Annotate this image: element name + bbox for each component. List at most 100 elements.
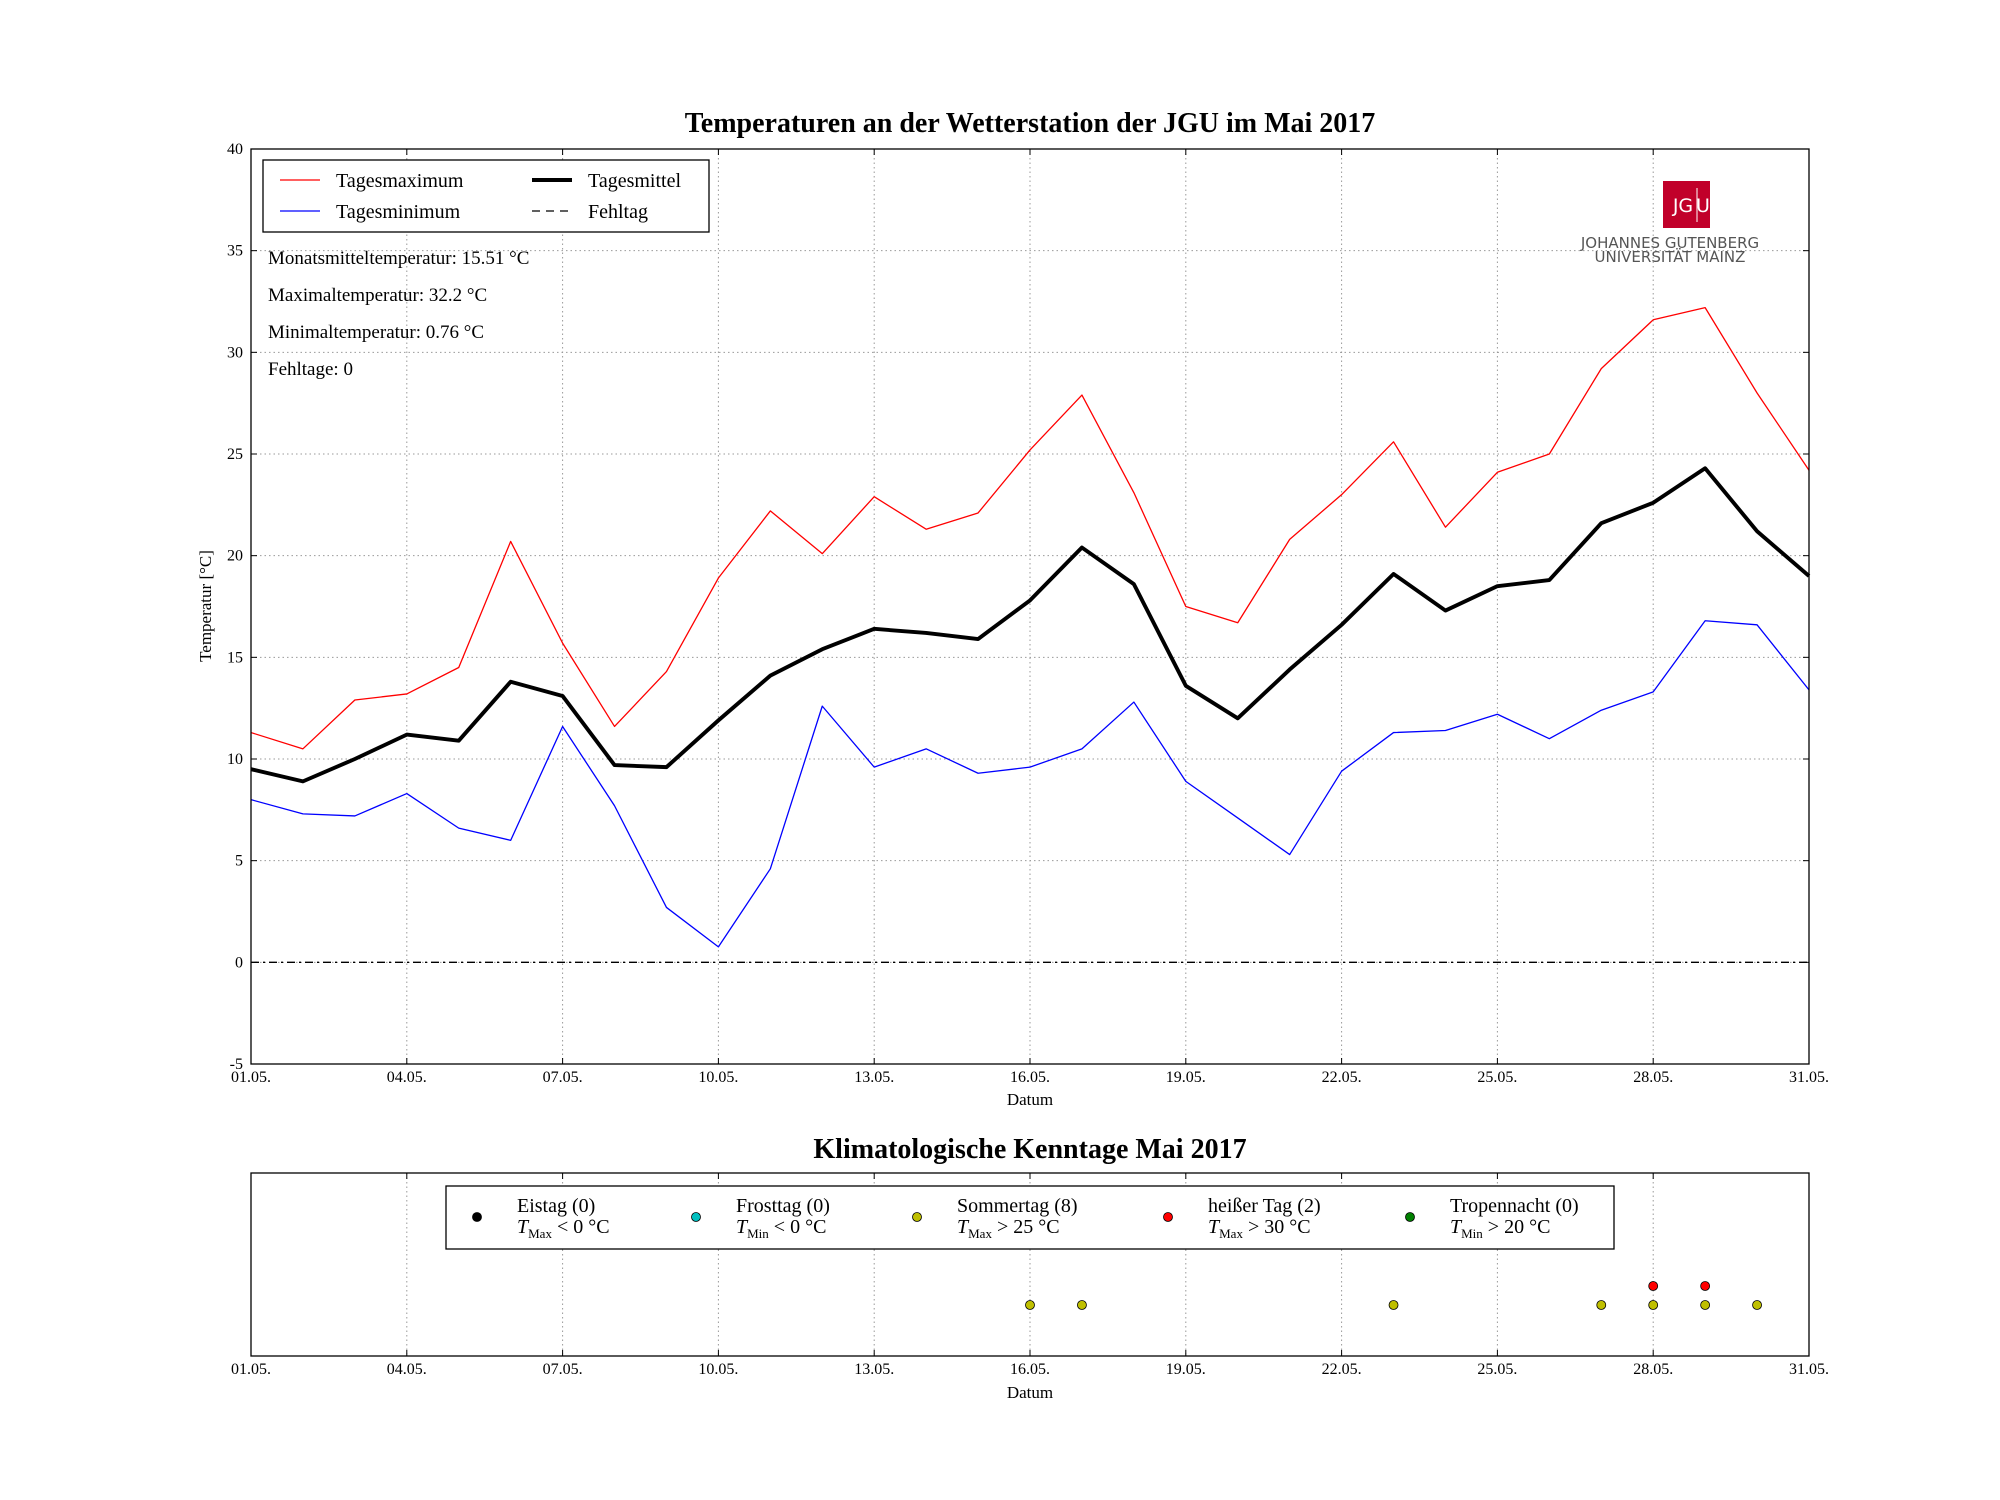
criterion-rest: < 0 °C <box>769 1216 827 1238</box>
legend-label: Tropennacht (0) <box>1450 1195 1579 1217</box>
criterion-symbol: T <box>736 1216 749 1238</box>
x-tick-label: 31.05. <box>1789 1361 1829 1378</box>
x-tick-label: 04.05. <box>387 1069 427 1086</box>
x-tick-label: 22.05. <box>1322 1361 1362 1378</box>
data-point <box>1648 1300 1659 1310</box>
y-tick-label: 25 <box>227 446 243 463</box>
x-tick-label: 22.05. <box>1322 1069 1362 1086</box>
annotation: Maximaltemperatur: 32.2 °C <box>268 285 487 306</box>
legend-criterion: TMax > 30 °C <box>1208 1216 1311 1241</box>
criterion-symbol: T <box>1450 1216 1463 1238</box>
x-tick-label: 04.05. <box>387 1361 427 1378</box>
legend-label: Tagesmittel <box>588 170 681 192</box>
y-tick-label: 40 <box>227 141 243 158</box>
legend-swatch <box>472 1212 482 1222</box>
x-tick-label: 10.05. <box>698 1361 738 1378</box>
data-line <box>250 466 1811 784</box>
criterion-symbol: T <box>517 1216 530 1238</box>
criterion-subscript: Min <box>1461 1226 1483 1241</box>
legend-label: heißer Tag (2) <box>1208 1195 1321 1217</box>
criterion-subscript: Max <box>1219 1226 1243 1241</box>
annotation: Fehltage: 0 <box>268 359 353 380</box>
x-tick-label: 25.05. <box>1477 1361 1517 1378</box>
logo-text: JOHANNES GUTENBERG <box>1580 234 1759 252</box>
criterion-rest: < 0 °C <box>552 1216 610 1238</box>
criterion-symbol: T <box>957 1216 970 1238</box>
data-line <box>250 620 1810 948</box>
data-point <box>1700 1300 1711 1310</box>
criterion-subscript: Max <box>528 1226 552 1241</box>
data-point <box>1077 1300 1087 1310</box>
x-tick-label: 13.05. <box>854 1361 894 1378</box>
y-tick-label: 5 <box>235 853 243 870</box>
plot-frame <box>250 1172 1810 1357</box>
y-tick-label: 10 <box>227 751 243 768</box>
logo-mark: JG <box>1672 195 1693 217</box>
annotation: Minimaltemperatur: 0.76 °C <box>268 322 484 343</box>
criterion-rest: > 30 °C <box>1243 1216 1311 1238</box>
x-tick-label: 16.05. <box>1010 1361 1050 1378</box>
y-tick-label: 30 <box>227 344 243 361</box>
logo-mark: U <box>1696 195 1710 217</box>
chart-title: Temperaturen an der Wetterstation der JG… <box>685 108 1376 139</box>
x-tick-label: 01.05. <box>231 1069 271 1086</box>
legend-swatch <box>912 1212 922 1222</box>
legend-criterion: TMax < 0 °C <box>517 1216 610 1241</box>
x-tick-label: 10.05. <box>698 1069 738 1086</box>
legend-label: Tagesminimum <box>336 201 461 223</box>
x-tick-label: 31.05. <box>1789 1069 1829 1086</box>
x-tick-label: 28.05. <box>1633 1069 1673 1086</box>
legend-label: Frosttag (0) <box>736 1195 830 1217</box>
legend-swatch <box>691 1212 701 1222</box>
legend-box <box>262 159 710 233</box>
data-point <box>1752 1300 1762 1310</box>
data-point <box>1648 1281 1659 1291</box>
criterion-rest: > 25 °C <box>992 1216 1060 1238</box>
legend-label: Tagesmaximum <box>336 170 464 192</box>
legend-criterion: TMin < 0 °C <box>736 1216 826 1241</box>
x-tick-label: 07.05. <box>543 1069 583 1086</box>
y-tick-label: 20 <box>227 548 243 565</box>
data-point <box>1596 1300 1607 1310</box>
legend: Tagesmaximum Tagesminimum Tagesmittel Fehlt… <box>262 159 710 233</box>
logo-box <box>1663 181 1710 228</box>
x-tick-label: 19.05. <box>1166 1069 1206 1086</box>
legend-criterion: TMin > 20 °C <box>1450 1216 1550 1241</box>
chart-title: Klimatologische Kenntage Mai 2017 <box>813 1134 1246 1165</box>
x-tick-label: 19.05. <box>1166 1361 1206 1378</box>
x-tick-label: 13.05. <box>854 1069 894 1086</box>
data-line <box>250 306 1810 750</box>
criterion-symbol: T <box>1208 1216 1221 1238</box>
legend-box <box>445 1185 1615 1250</box>
x-axis-label: Datum <box>1007 1383 1053 1402</box>
criterion-rest: > 20 °C <box>1483 1216 1551 1238</box>
data-point <box>1700 1281 1711 1291</box>
criterion-subscript: Min <box>747 1226 769 1241</box>
criterion-subscript: Max <box>968 1226 992 1241</box>
x-tick-label: 28.05. <box>1633 1361 1673 1378</box>
plot-frame <box>250 148 1810 1065</box>
data-point <box>1025 1300 1035 1310</box>
legend-swatch <box>1405 1212 1415 1222</box>
legend-label: Sommertag (8) <box>957 1195 1078 1217</box>
legend-label: Eistag (0) <box>517 1195 595 1217</box>
y-axis-label: Temperatur [°C] <box>196 550 215 662</box>
logo-text: UNIVERSITÄT MAINZ <box>1595 247 1746 266</box>
x-tick-label: 01.05. <box>231 1361 271 1378</box>
y-tick-label: 15 <box>227 649 243 666</box>
y-tick-label: -5 <box>230 1056 243 1073</box>
legend-swatch <box>1163 1212 1173 1222</box>
y-tick-label: 0 <box>235 954 243 971</box>
x-tick-label: 16.05. <box>1010 1069 1050 1086</box>
x-tick-label: 07.05. <box>543 1361 583 1378</box>
legend-label: Fehltag <box>588 201 648 223</box>
annotation: Monatsmitteltemperatur: 15.51 °C <box>268 248 529 269</box>
y-tick-label: 35 <box>227 243 243 260</box>
legend-criterion: TMax > 25 °C <box>957 1216 1060 1241</box>
x-tick-label: 25.05. <box>1477 1069 1517 1086</box>
x-axis-label: Datum <box>1007 1090 1053 1109</box>
